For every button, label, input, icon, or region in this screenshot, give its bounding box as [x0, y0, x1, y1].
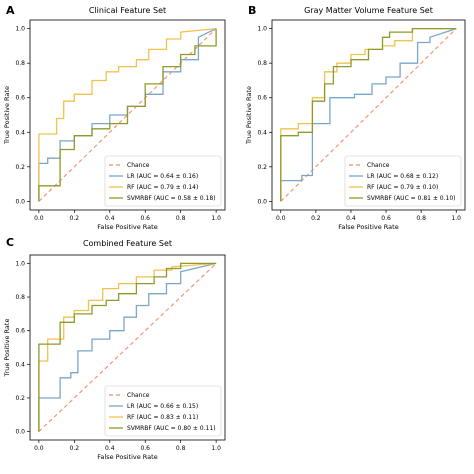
chance-line	[38, 28, 217, 202]
y-tick-label: 0.6	[257, 95, 267, 102]
x-tick-label: 0.2	[70, 445, 80, 452]
legend-box	[104, 155, 222, 207]
legend-label-lr: LR (AUC = 0.64 ± 0.16)	[127, 173, 198, 180]
roc-curve-svmrbf	[38, 262, 217, 432]
panel-title: Combined Feature Set	[83, 239, 172, 248]
roc-curve-rf	[38, 27, 217, 202]
y-tick-label: 0.4	[257, 129, 267, 136]
x-tick-label: 1.0	[451, 215, 461, 222]
legend-label-svmrbf: SVMRBF (AUC = 0.80 ± 0.11)	[127, 425, 216, 432]
legend-label-lr: LR (AUC = 0.68 ± 0.12)	[367, 173, 438, 180]
y-tick-label: 1.0	[15, 260, 25, 267]
y-tick-label: 1.0	[257, 26, 267, 33]
y-tick-label: 0.8	[15, 294, 25, 301]
legend-label-rf: RF (AUC = 0.83 ± 0.11)	[127, 414, 198, 421]
roc-curve-lr	[38, 262, 217, 432]
panel-letter: C	[6, 236, 14, 249]
roc-curve-lr	[280, 27, 457, 202]
x-tick-label: 0.0	[34, 445, 44, 452]
roc-curve-svmrbf	[38, 28, 217, 202]
roc-curve-rf	[38, 262, 217, 432]
axes-frame	[29, 254, 226, 441]
legend-label-rf: RF (AUC = 0.79 ± 0.10)	[367, 184, 438, 191]
legend-label-chance: Chance	[367, 162, 390, 169]
legend-label-svmrbf: SVMRBF (AUC = 0.58 ± 0.18)	[127, 195, 216, 202]
y-tick-label: 0.8	[257, 60, 267, 67]
legend-box	[344, 155, 462, 207]
x-tick-label: 0.6	[381, 215, 391, 222]
legend-box	[104, 385, 222, 437]
panel-a: A Clinical Feature Set 0.0 0.2 0.4 0.6 0.8 1.0 0…	[3, 4, 226, 231]
y-tick-label: 0.0	[15, 198, 25, 205]
y-tick-label: 0.4	[15, 129, 25, 136]
x-tick-label: 0.4	[105, 445, 115, 452]
y-tick-label: 0.6	[15, 328, 25, 335]
roc-curve-lr	[38, 28, 217, 202]
axes-frame	[271, 19, 466, 211]
x-tick-label: 0.6	[140, 215, 150, 222]
panel-title: Clinical Feature Set	[89, 6, 166, 15]
panel-letter: B	[248, 4, 256, 17]
y-tick-label: 0.2	[15, 395, 25, 402]
y-axis-label: True Positive Rate	[3, 319, 11, 378]
y-tick-label: 0.4	[15, 361, 25, 368]
x-tick-label: 0.6	[140, 445, 150, 452]
y-tick-label: 0.2	[257, 164, 267, 171]
panel-letter: A	[6, 4, 15, 17]
panel-title: Gray Matter Volume Feature Set	[304, 6, 433, 15]
x-tick-label: 0.0	[276, 215, 286, 222]
y-tick-label: 0.0	[257, 198, 267, 205]
axes-frame	[29, 19, 226, 211]
roc-curve-svmrbf	[280, 27, 457, 202]
x-axis-label: False Positive Rate	[97, 223, 157, 231]
chance-line	[38, 263, 217, 432]
x-tick-label: 0.8	[176, 215, 186, 222]
y-tick-label: 1.0	[15, 26, 25, 33]
legend-label-svmrbf: SVMRBF (AUC = 0.81 ± 0.10)	[367, 195, 456, 202]
x-tick-label: 0.4	[105, 215, 115, 222]
x-axis-label: False Positive Rate	[338, 223, 398, 231]
legend-label-lr: LR (AUC = 0.66 ± 0.15)	[127, 403, 198, 410]
y-tick-label: 0.8	[15, 60, 25, 67]
y-tick-label: 0.2	[15, 164, 25, 171]
x-tick-label: 0.8	[416, 215, 426, 222]
x-axis-label: False Positive Rate	[97, 453, 157, 461]
y-axis-label: True Positive Rate	[245, 86, 253, 145]
legend-label-chance: Chance	[127, 392, 150, 399]
y-tick-label: 0.0	[15, 429, 25, 436]
x-tick-label: 1.0	[211, 445, 221, 452]
y-axis-label: True Positive Rate	[3, 86, 11, 145]
x-tick-label: 0.2	[311, 215, 321, 222]
x-tick-label: 0.0	[34, 215, 44, 222]
x-tick-label: 1.0	[211, 215, 221, 222]
x-tick-label: 0.4	[346, 215, 356, 222]
y-tick-label: 0.6	[15, 95, 25, 102]
x-tick-label: 0.8	[176, 445, 186, 452]
legend-label-chance: Chance	[127, 162, 150, 169]
x-tick-label: 0.2	[70, 215, 80, 222]
legend-label-rf: RF (AUC = 0.79 ± 0.14)	[127, 184, 198, 191]
panel-c: C Combined Feature Set 0.0 0.2 0.4 0.6 0.8 1.0 0…	[3, 236, 226, 461]
panel-b: B Gray Matter Volume Feature Set 0.0 0.2 0.4…	[245, 4, 466, 231]
chance-line	[280, 28, 457, 202]
